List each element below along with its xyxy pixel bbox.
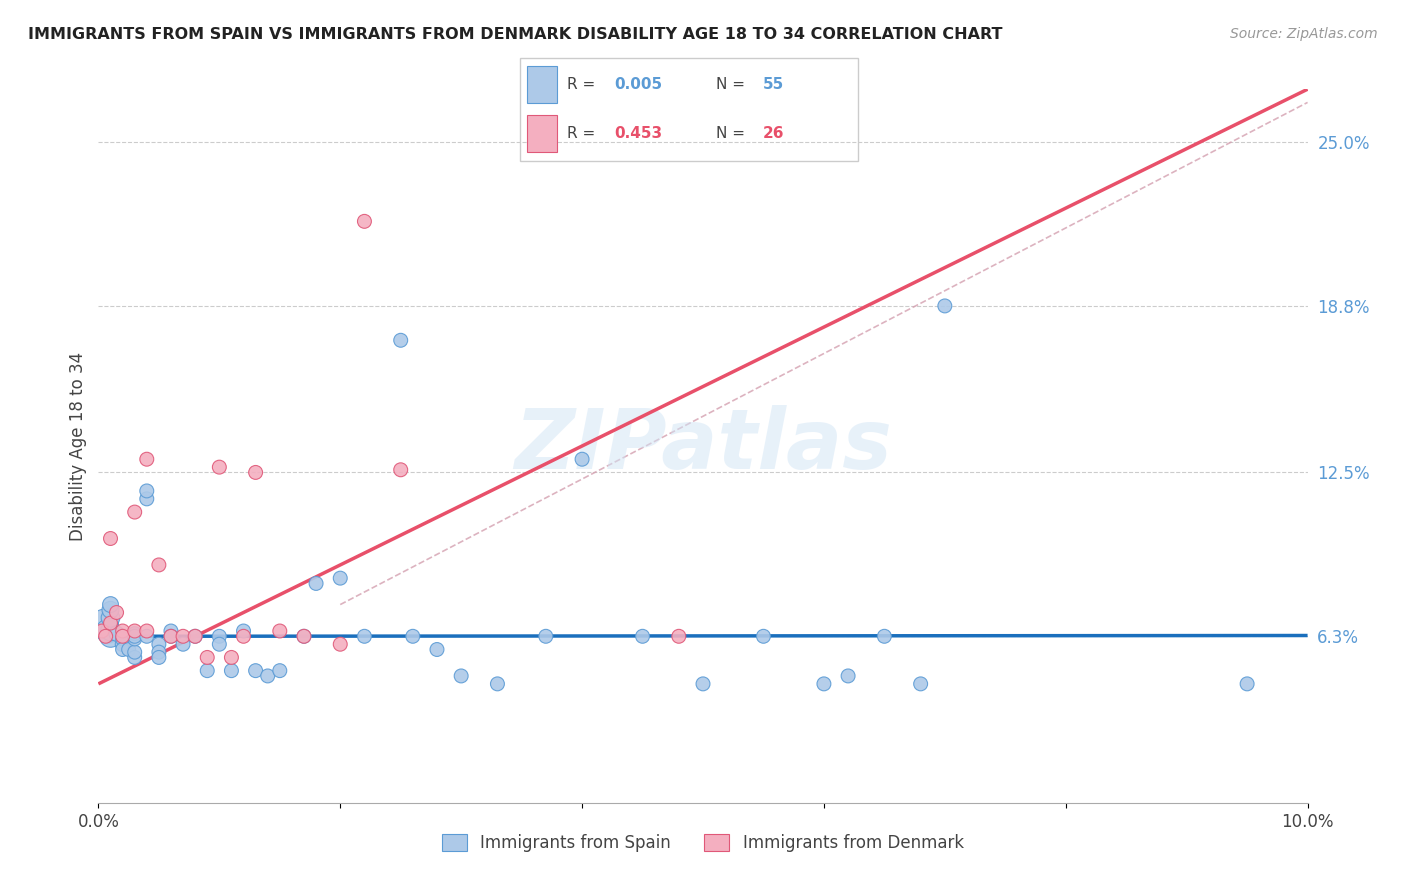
Point bbox=[148, 637, 170, 651]
Text: R =: R = bbox=[568, 127, 600, 142]
Point bbox=[305, 576, 328, 591]
Point bbox=[124, 629, 146, 643]
Point bbox=[148, 645, 170, 659]
Point bbox=[329, 571, 352, 585]
Point bbox=[100, 624, 122, 638]
Point bbox=[208, 629, 231, 643]
Point bbox=[135, 624, 157, 638]
Point bbox=[148, 558, 170, 572]
Point bbox=[105, 626, 128, 640]
Point bbox=[100, 611, 122, 625]
Point bbox=[111, 637, 134, 651]
Point bbox=[124, 645, 146, 659]
Point bbox=[111, 624, 134, 638]
Point bbox=[571, 452, 593, 467]
Point bbox=[450, 669, 472, 683]
Bar bbox=[527, 115, 557, 153]
Point bbox=[873, 629, 896, 643]
Point bbox=[135, 629, 157, 643]
Point bbox=[221, 664, 243, 678]
Point bbox=[668, 629, 690, 643]
Point bbox=[111, 629, 134, 643]
Point bbox=[389, 463, 412, 477]
Point bbox=[292, 629, 315, 643]
Point bbox=[172, 629, 194, 643]
Point bbox=[195, 664, 218, 678]
Point bbox=[148, 650, 170, 665]
Point bbox=[105, 606, 128, 620]
Point bbox=[426, 642, 449, 657]
Point bbox=[94, 629, 117, 643]
Point bbox=[100, 629, 122, 643]
Point bbox=[329, 637, 352, 651]
Point bbox=[135, 491, 157, 506]
Text: IMMIGRANTS FROM SPAIN VS IMMIGRANTS FROM DENMARK DISABILITY AGE 18 TO 34 CORRELA: IMMIGRANTS FROM SPAIN VS IMMIGRANTS FROM… bbox=[28, 27, 1002, 42]
Point bbox=[91, 624, 114, 638]
Point bbox=[195, 650, 218, 665]
Point bbox=[172, 637, 194, 651]
Point bbox=[232, 624, 254, 638]
Text: N =: N = bbox=[716, 127, 749, 142]
Point bbox=[353, 629, 375, 643]
Point bbox=[111, 632, 134, 646]
Point bbox=[221, 650, 243, 665]
Point bbox=[124, 632, 146, 646]
Point bbox=[292, 629, 315, 643]
Legend: Immigrants from Spain, Immigrants from Denmark: Immigrants from Spain, Immigrants from D… bbox=[436, 827, 970, 859]
Point bbox=[208, 637, 231, 651]
Point bbox=[160, 624, 183, 638]
Point bbox=[269, 624, 291, 638]
Point bbox=[124, 650, 146, 665]
Point bbox=[124, 626, 146, 640]
Point bbox=[353, 214, 375, 228]
Text: N =: N = bbox=[716, 77, 749, 92]
Text: ZIPatlas: ZIPatlas bbox=[515, 406, 891, 486]
Point bbox=[1236, 677, 1258, 691]
Point bbox=[245, 664, 267, 678]
Point bbox=[100, 616, 122, 631]
Text: R =: R = bbox=[568, 77, 600, 92]
Y-axis label: Disability Age 18 to 34: Disability Age 18 to 34 bbox=[69, 351, 87, 541]
Bar bbox=[527, 66, 557, 103]
Point bbox=[100, 603, 122, 617]
Point bbox=[813, 677, 835, 691]
Text: Source: ZipAtlas.com: Source: ZipAtlas.com bbox=[1230, 27, 1378, 41]
Point bbox=[184, 629, 207, 643]
Point bbox=[111, 642, 134, 657]
Point bbox=[135, 483, 157, 498]
Point bbox=[93, 616, 115, 631]
Point bbox=[269, 664, 291, 678]
Point bbox=[534, 629, 557, 643]
Point bbox=[97, 624, 120, 638]
Point bbox=[692, 677, 714, 691]
Point bbox=[910, 677, 932, 691]
Point bbox=[184, 629, 207, 643]
Point bbox=[389, 333, 412, 347]
Point bbox=[631, 629, 654, 643]
Point bbox=[837, 669, 859, 683]
Point bbox=[100, 532, 122, 546]
Text: 0.005: 0.005 bbox=[614, 77, 662, 92]
Point bbox=[135, 452, 157, 467]
Point bbox=[934, 299, 956, 313]
Point bbox=[256, 669, 278, 683]
Point bbox=[100, 598, 122, 612]
Point bbox=[232, 629, 254, 643]
Text: 55: 55 bbox=[763, 77, 785, 92]
Point bbox=[124, 624, 146, 638]
Point bbox=[402, 629, 425, 643]
Point bbox=[118, 642, 141, 657]
Text: 26: 26 bbox=[763, 127, 785, 142]
Point bbox=[486, 677, 509, 691]
Point bbox=[124, 505, 146, 519]
Point bbox=[208, 460, 231, 475]
Point bbox=[160, 629, 183, 643]
Point bbox=[752, 629, 775, 643]
Point bbox=[245, 466, 267, 480]
Point bbox=[160, 629, 183, 643]
Text: 0.453: 0.453 bbox=[614, 127, 662, 142]
